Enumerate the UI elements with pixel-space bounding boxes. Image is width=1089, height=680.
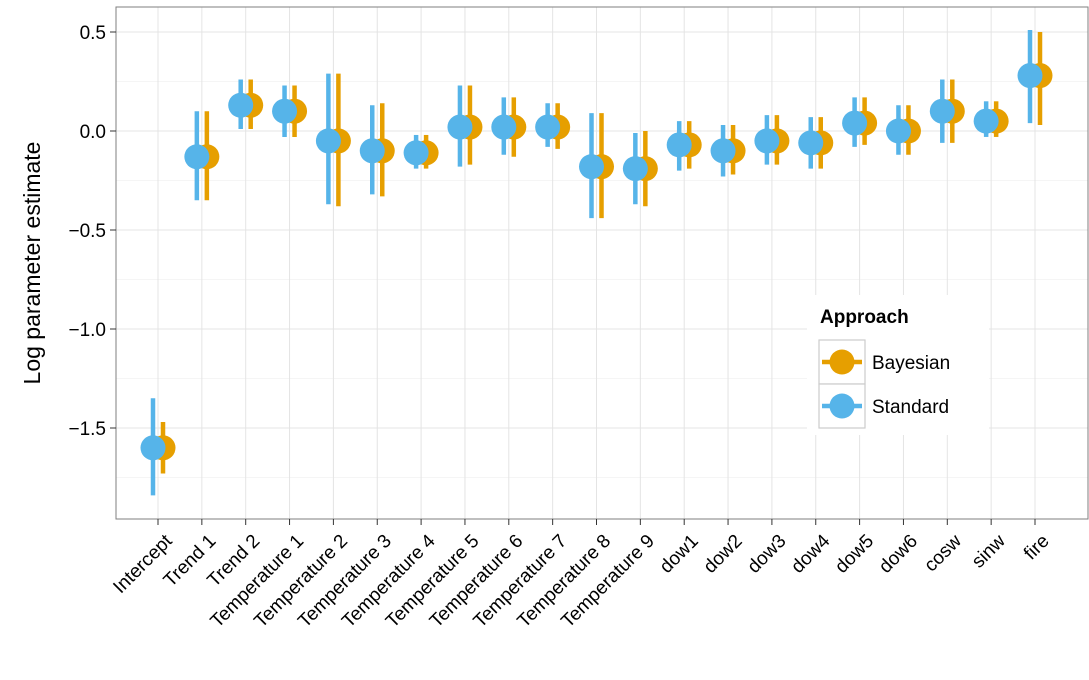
data-point — [447, 114, 473, 140]
series-standard — [140, 30, 1043, 496]
legend-title: Approach — [820, 307, 909, 328]
y-tick-label: −0.5 — [68, 221, 106, 242]
legend-label: Bayesian — [872, 353, 950, 374]
x-tick-label: sinw — [968, 531, 1010, 573]
x-tick-label: dow6 — [875, 531, 922, 578]
data-point — [666, 132, 692, 158]
data-point — [140, 435, 166, 461]
y-tick-label: −1.0 — [68, 320, 106, 341]
data-point — [973, 108, 999, 134]
legend-item-standard: Standard — [818, 383, 949, 429]
legend: Approach Bayesian Standard — [807, 295, 989, 435]
data-point — [272, 98, 298, 124]
data-point — [359, 138, 385, 164]
y-axis-title: Log parameter estimate — [19, 142, 45, 385]
data-point — [491, 114, 517, 140]
data-point — [754, 128, 780, 154]
data-point — [1017, 63, 1043, 89]
series-layer — [140, 30, 1053, 496]
x-tick-label: fire — [1020, 531, 1054, 565]
data-point — [622, 156, 648, 182]
legend-key-point — [829, 393, 855, 419]
legend-label: Standard — [872, 397, 949, 418]
data-point — [885, 118, 911, 144]
panel-border — [115, 6, 1089, 520]
x-tick-label: dow1 — [656, 531, 703, 578]
y-tick-label: −1.5 — [68, 419, 106, 440]
x-tick-label: dow2 — [700, 531, 747, 578]
y-tick-label: 0.5 — [80, 23, 106, 44]
x-tick-label: cosw — [920, 531, 966, 577]
data-point — [535, 114, 561, 140]
data-point — [929, 98, 955, 124]
data-point — [798, 130, 824, 156]
x-tick-label: Intercept — [109, 530, 177, 598]
x-tick-label: dow5 — [831, 531, 878, 578]
data-point — [315, 128, 341, 154]
grid-layer — [116, 7, 1088, 519]
x-tick-label: dow3 — [744, 531, 791, 578]
legend-key-point — [829, 349, 855, 375]
data-point — [184, 144, 210, 170]
data-point — [228, 92, 254, 118]
x-tick-label: dow4 — [787, 530, 834, 577]
y-tick-label: 0.0 — [80, 122, 106, 143]
data-point — [403, 140, 429, 166]
y-axis: 0.5 0.0 −0.5 −1.0 −1.5 — [68, 23, 116, 440]
data-point — [842, 110, 868, 136]
data-point — [579, 154, 604, 180]
data-point — [710, 138, 736, 164]
